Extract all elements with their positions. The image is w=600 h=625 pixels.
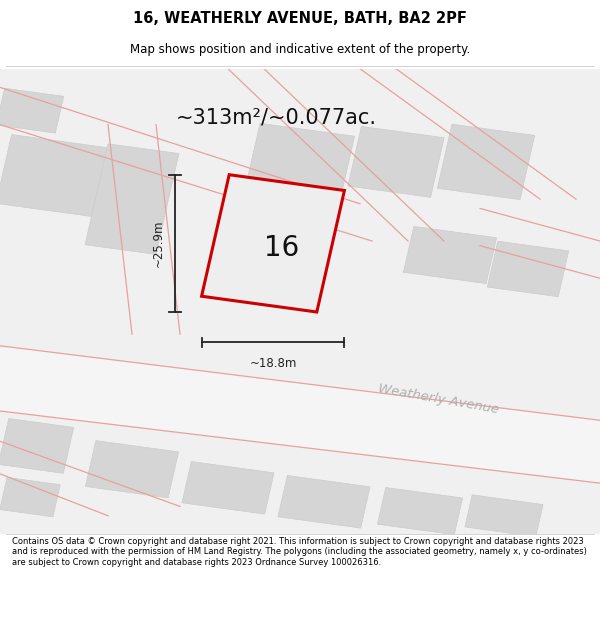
Text: 16: 16 xyxy=(265,234,299,262)
Polygon shape xyxy=(437,124,535,199)
Polygon shape xyxy=(0,88,64,133)
Polygon shape xyxy=(0,346,600,483)
Polygon shape xyxy=(182,461,274,514)
Polygon shape xyxy=(245,123,355,201)
Text: ~313m²/~0.077ac.: ~313m²/~0.077ac. xyxy=(176,107,377,127)
Polygon shape xyxy=(377,488,463,535)
Text: Contains OS data © Crown copyright and database right 2021. This information is : Contains OS data © Crown copyright and d… xyxy=(12,537,587,567)
Polygon shape xyxy=(202,175,344,312)
Polygon shape xyxy=(85,441,179,498)
Text: 16, WEATHERLY AVENUE, BATH, BA2 2PF: 16, WEATHERLY AVENUE, BATH, BA2 2PF xyxy=(133,11,467,26)
Text: ~25.9m: ~25.9m xyxy=(151,219,164,267)
Text: ~18.8m: ~18.8m xyxy=(250,357,296,370)
Text: Weatherly Avenue: Weatherly Avenue xyxy=(377,382,499,416)
Polygon shape xyxy=(348,126,444,198)
Polygon shape xyxy=(0,478,60,517)
Polygon shape xyxy=(85,144,179,254)
Polygon shape xyxy=(278,476,370,528)
Polygon shape xyxy=(0,92,348,232)
Polygon shape xyxy=(487,241,569,297)
Polygon shape xyxy=(0,419,74,473)
Polygon shape xyxy=(403,226,497,284)
Polygon shape xyxy=(465,495,543,537)
Polygon shape xyxy=(0,134,112,217)
Text: Map shows position and indicative extent of the property.: Map shows position and indicative extent… xyxy=(130,42,470,56)
Polygon shape xyxy=(0,69,600,534)
